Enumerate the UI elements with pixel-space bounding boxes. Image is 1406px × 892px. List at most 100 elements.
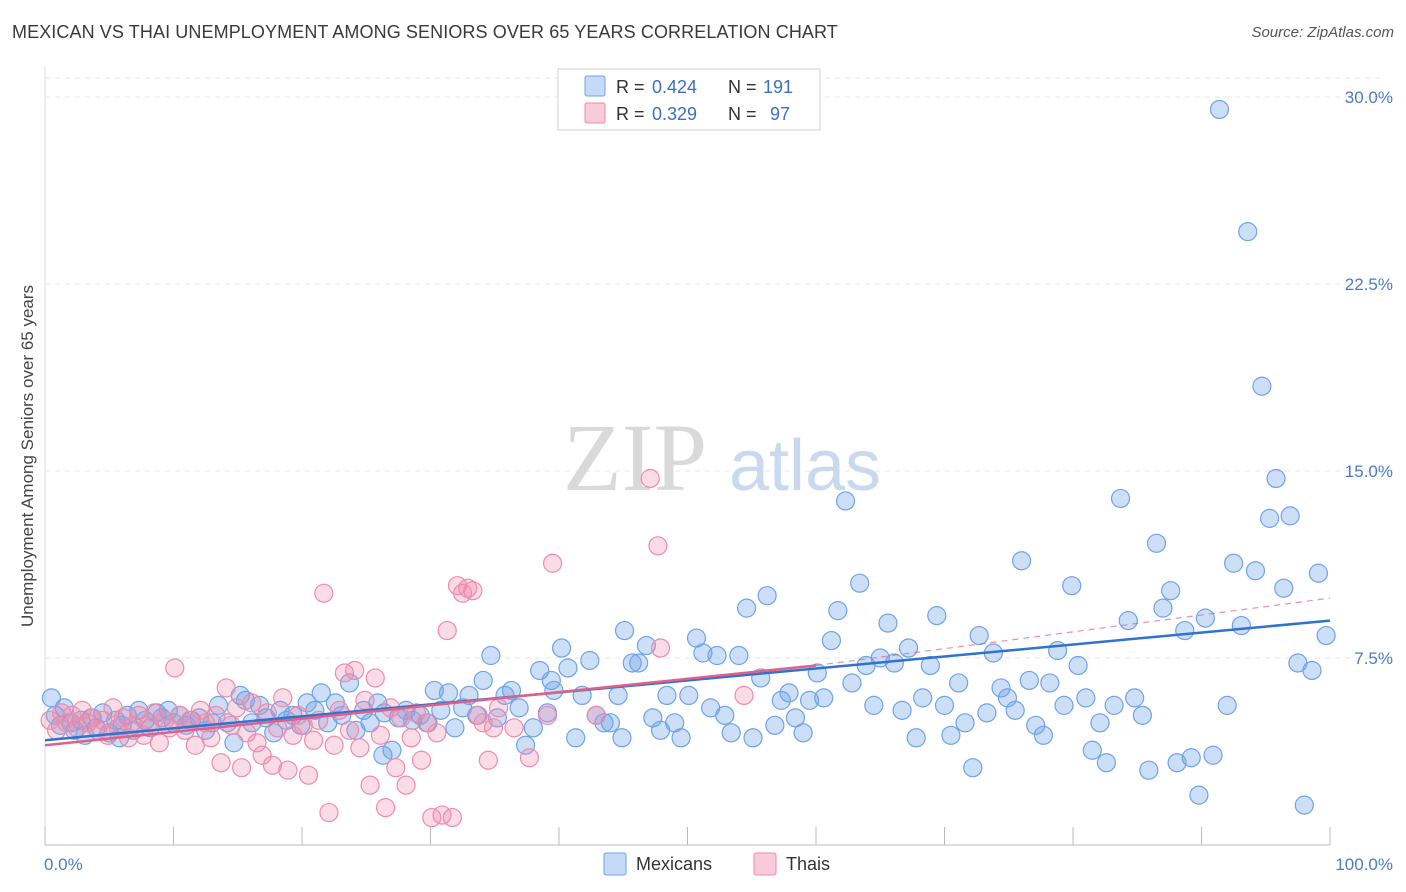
point-mexicans	[1280, 506, 1300, 526]
point-thais	[463, 581, 483, 601]
point-mexicans	[481, 645, 501, 666]
point-thais	[734, 685, 754, 706]
point-thais	[360, 775, 380, 795]
point-mexicans	[339, 673, 360, 693]
point-thais	[226, 698, 247, 718]
point-mexicans	[1040, 673, 1060, 693]
point-mexicans	[1011, 551, 1032, 571]
point-thais	[242, 693, 262, 713]
point-mexicans	[977, 703, 997, 723]
point-thais	[473, 713, 493, 733]
point-thais	[144, 703, 164, 723]
point-mexicans	[311, 683, 331, 703]
y-tick-label: 7.5%	[1354, 649, 1393, 668]
point-mexicans	[906, 728, 926, 748]
point-thais	[232, 758, 252, 778]
point-thais	[170, 705, 190, 725]
point-mexicans	[1118, 610, 1138, 631]
point-mexicans	[1274, 578, 1294, 598]
point-mexicans	[671, 728, 691, 748]
point-thais	[314, 583, 334, 603]
point-mexicans	[835, 491, 856, 511]
point-thais	[370, 725, 390, 745]
point-mexicans	[898, 638, 919, 658]
point-mexicans	[1252, 376, 1272, 396]
point-thais	[278, 760, 298, 780]
point-mexicans	[991, 678, 1011, 698]
point-thais	[339, 720, 360, 740]
point-mexicans	[913, 688, 933, 708]
point-mexicans	[558, 658, 578, 678]
legend-swatch-mexicans	[584, 75, 606, 97]
series-mexicans-points	[41, 99, 1336, 815]
point-mexicans	[1090, 713, 1110, 733]
x-tick-label-min: 0.0%	[44, 855, 83, 874]
y-tick-label: 30.0%	[1345, 88, 1393, 107]
point-thais	[298, 765, 319, 785]
point-thais	[437, 620, 457, 641]
watermark-zip: ZIP	[563, 404, 707, 511]
point-thais	[216, 678, 236, 698]
point-mexicans	[920, 655, 940, 676]
point-mexicans	[771, 690, 791, 710]
point-thais	[319, 802, 339, 823]
point-mexicans	[1302, 660, 1322, 681]
point-mexicans	[1181, 748, 1201, 768]
point-thais	[62, 705, 82, 725]
point-thais	[365, 668, 385, 688]
point-mexicans	[1224, 553, 1244, 573]
point-mexicans	[541, 670, 561, 691]
point-mexicans	[1026, 715, 1046, 735]
point-mexicans	[360, 713, 380, 733]
trend-line-thais	[44, 664, 817, 747]
point-thais	[165, 658, 185, 678]
point-mexicans	[1189, 785, 1209, 805]
point-mexicans	[622, 653, 642, 673]
point-mexicans	[523, 718, 543, 738]
legend-top: R = 0.424 N = 191 R = 0.329 N = 97	[557, 68, 821, 131]
point-mexicans	[842, 673, 862, 693]
point-thais	[640, 468, 660, 489]
point-mexicans	[509, 698, 529, 718]
point-mexicans	[828, 601, 848, 621]
point-mexicans	[373, 745, 393, 765]
point-mexicans	[949, 673, 969, 693]
point-thais	[40, 710, 60, 730]
trend-line-thais-extension	[815, 597, 1331, 667]
point-mexicans	[1068, 655, 1088, 676]
point-mexicans	[657, 685, 677, 706]
point-mexicans	[779, 683, 799, 703]
grid-lines	[45, 77, 1385, 659]
point-mexicans	[821, 630, 842, 651]
point-mexicans	[594, 713, 614, 733]
point-thais	[483, 718, 504, 738]
point-thais	[427, 723, 447, 743]
point-mexicans	[614, 620, 635, 641]
point-mexicans	[864, 695, 884, 715]
legend-n-value-thais: 97	[770, 104, 790, 124]
point-mexicans	[1245, 561, 1266, 581]
point-mexicans	[424, 680, 444, 701]
point-thais	[345, 660, 365, 681]
point-mexicans	[551, 638, 572, 658]
point-mexicans	[927, 606, 947, 626]
point-mexicans	[737, 598, 757, 618]
point-mexicans	[636, 635, 656, 656]
point-thais	[537, 705, 558, 725]
point-mexicans	[1203, 745, 1223, 765]
point-mexicans	[249, 695, 270, 715]
point-mexicans	[963, 758, 983, 778]
point-thais	[247, 733, 267, 753]
point-thais	[386, 758, 406, 778]
watermark: ZIP atlas	[563, 404, 881, 511]
point-mexicans	[473, 670, 493, 691]
point-mexicans	[1217, 695, 1237, 715]
point-thais	[273, 688, 293, 708]
point-mexicans	[1161, 581, 1181, 601]
point-mexicans	[1005, 700, 1025, 720]
point-mexicans	[850, 573, 870, 593]
x-tick-label-max: 100.0%	[1335, 855, 1393, 874]
point-thais	[542, 553, 563, 573]
point-mexicans	[501, 680, 522, 701]
